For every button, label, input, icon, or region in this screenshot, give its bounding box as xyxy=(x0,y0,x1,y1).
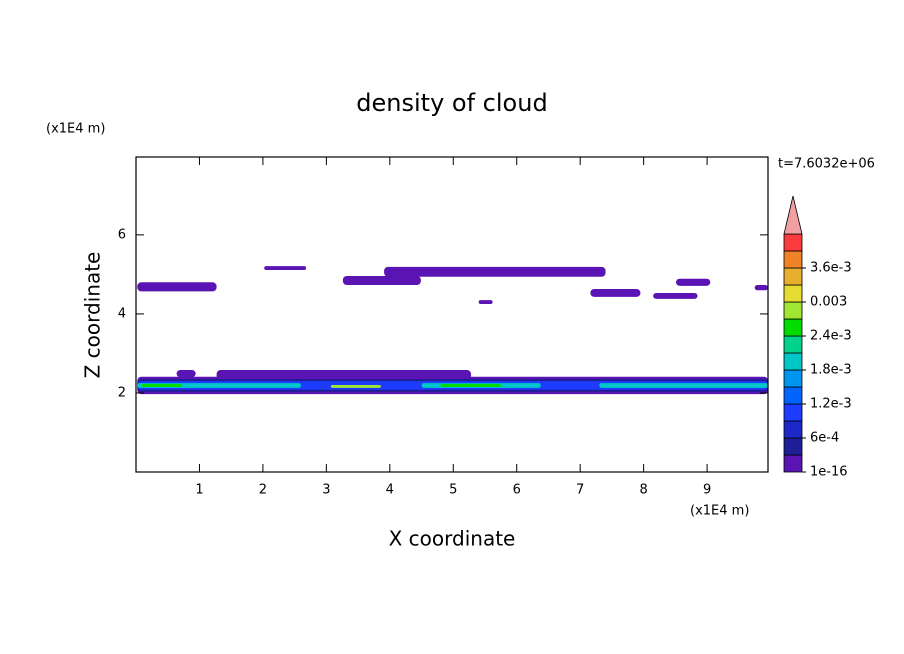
colorbar-label: 6e-4 xyxy=(810,431,839,446)
x-tick-label: 3 xyxy=(322,483,330,498)
x-tick-label: 4 xyxy=(386,483,394,498)
colorbar-label: 0.003 xyxy=(810,295,847,310)
contour-fill xyxy=(264,266,307,271)
contour-fill xyxy=(675,278,711,286)
colorbar-box xyxy=(783,369,803,388)
colorbar-label: 3.6e-3 xyxy=(810,261,852,276)
colorbar-overflow xyxy=(783,195,803,235)
contour-fill xyxy=(137,282,217,292)
colorbar-box xyxy=(783,403,803,422)
colorbar-box xyxy=(783,250,803,269)
contour-fill xyxy=(653,292,698,299)
contour-fill xyxy=(342,275,421,286)
colorbar-box xyxy=(783,454,803,473)
x-unit: (x1E4 m) xyxy=(690,504,749,519)
colorbar-box xyxy=(783,284,803,303)
time-label: t=7.6032e+06 xyxy=(778,157,875,172)
colorbar-label: 1.8e-3 xyxy=(810,363,852,378)
contour-fill xyxy=(590,289,641,297)
contour-fill xyxy=(176,370,196,378)
colorbar-box xyxy=(783,420,803,439)
contour-fill xyxy=(478,300,493,305)
colorbar-box xyxy=(783,267,803,286)
colorbar-box xyxy=(783,233,803,252)
x-tick-label: 8 xyxy=(639,483,647,498)
contour-fill xyxy=(384,266,606,277)
colorbar-box xyxy=(783,335,803,354)
colorbar-box xyxy=(783,318,803,337)
x-tick-label: 9 xyxy=(703,483,711,498)
x-tick-label: 7 xyxy=(576,483,584,498)
x-tick-label: 5 xyxy=(449,483,457,498)
y-tick-label: 2 xyxy=(118,385,126,400)
x-tick-label: 1 xyxy=(195,483,203,498)
contour-fill xyxy=(440,383,501,388)
colorbar-box xyxy=(783,301,803,320)
colorbar-label: 1.2e-3 xyxy=(810,397,852,412)
colorbar-box xyxy=(783,352,803,371)
x-tick-label: 6 xyxy=(513,483,521,498)
x-axis-label: X coordinate xyxy=(389,527,516,551)
colorbar-box xyxy=(783,386,803,405)
x-tick-label: 2 xyxy=(259,483,267,498)
y-tick-label: 6 xyxy=(118,227,126,242)
chart-title: density of cloud xyxy=(356,89,547,117)
y-unit: (x1E4 m) xyxy=(46,122,105,137)
colorbar-box xyxy=(783,437,803,456)
contour-fill xyxy=(141,383,182,388)
plot-frame xyxy=(135,156,769,473)
y-tick-label: 4 xyxy=(118,306,126,321)
colorbar-label: 1e-16 xyxy=(810,465,848,480)
y-axis-label: Z coordinate xyxy=(81,252,105,379)
contour-fill xyxy=(599,383,768,388)
colorbar-label: 2.4e-3 xyxy=(810,329,852,344)
contour-fill xyxy=(754,285,768,291)
contour-fill xyxy=(330,385,381,388)
